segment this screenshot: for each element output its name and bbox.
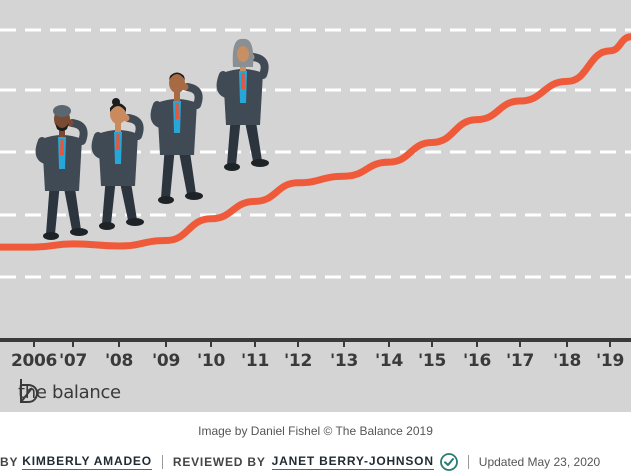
x-tick	[72, 338, 74, 347]
x-tick-label: '17	[506, 351, 534, 371]
the-balance-logo-icon	[20, 379, 39, 403]
x-tick	[476, 338, 478, 347]
x-tick	[33, 338, 35, 347]
x-tick-label: 2006	[10, 351, 58, 371]
byline: BY KIMBERLY AMADEO REVIEWED BY JANET BER…	[0, 452, 631, 472]
x-tick-label: '09	[152, 351, 180, 371]
divider	[467, 455, 469, 469]
person-hijab	[216, 38, 269, 171]
x-tick-label: '12	[284, 351, 312, 371]
image-caption: Image by Daniel Fishel © The Balance 201…	[198, 424, 433, 438]
author-link[interactable]: KIMBERLY AMADEO	[22, 454, 152, 470]
x-tick	[165, 338, 167, 347]
x-tick	[343, 338, 345, 347]
x-tick	[609, 338, 611, 347]
brand-logo: the balance	[18, 378, 121, 406]
x-tick-label: '15	[418, 351, 446, 371]
x-tick-label: '18	[553, 351, 581, 371]
x-tick-label: '08	[105, 351, 133, 371]
x-tick	[388, 338, 390, 347]
x-tick-label: '16	[463, 351, 491, 371]
x-tick-label: '10	[197, 351, 225, 371]
x-tick-label: '14	[375, 351, 403, 371]
x-tick	[519, 338, 521, 347]
check-circle-icon[interactable]	[439, 453, 458, 471]
x-tick	[118, 338, 120, 347]
x-tick-label: '07	[59, 351, 87, 371]
x-tick-label: '11	[241, 351, 269, 371]
chart	[0, 28, 631, 347]
person-turban	[35, 105, 88, 240]
updated-date: Updated May 23, 2020	[478, 455, 601, 469]
x-tick-label: '13	[330, 351, 358, 371]
brand-text: the balance	[18, 381, 121, 403]
hero-image: 2006'07 '08 '09 '10 '11 '12 '13 '14 '15 '16 '17 '18…	[0, 0, 631, 412]
divider	[161, 455, 163, 469]
x-tick	[431, 338, 433, 347]
by-label: BY	[0, 455, 19, 469]
reviewed-label: REVIEWED BY	[172, 455, 266, 469]
x-axis	[0, 338, 631, 342]
x-tick	[566, 338, 568, 347]
person-cap	[150, 72, 203, 204]
person-phone	[91, 98, 144, 230]
x-tick	[210, 338, 212, 347]
reviewer-link[interactable]: JANET BERRY-JOHNSON	[271, 454, 434, 470]
x-tick	[254, 338, 256, 347]
x-tick	[297, 338, 299, 347]
growth-line	[0, 33, 631, 251]
x-tick-label: '19	[596, 351, 624, 371]
